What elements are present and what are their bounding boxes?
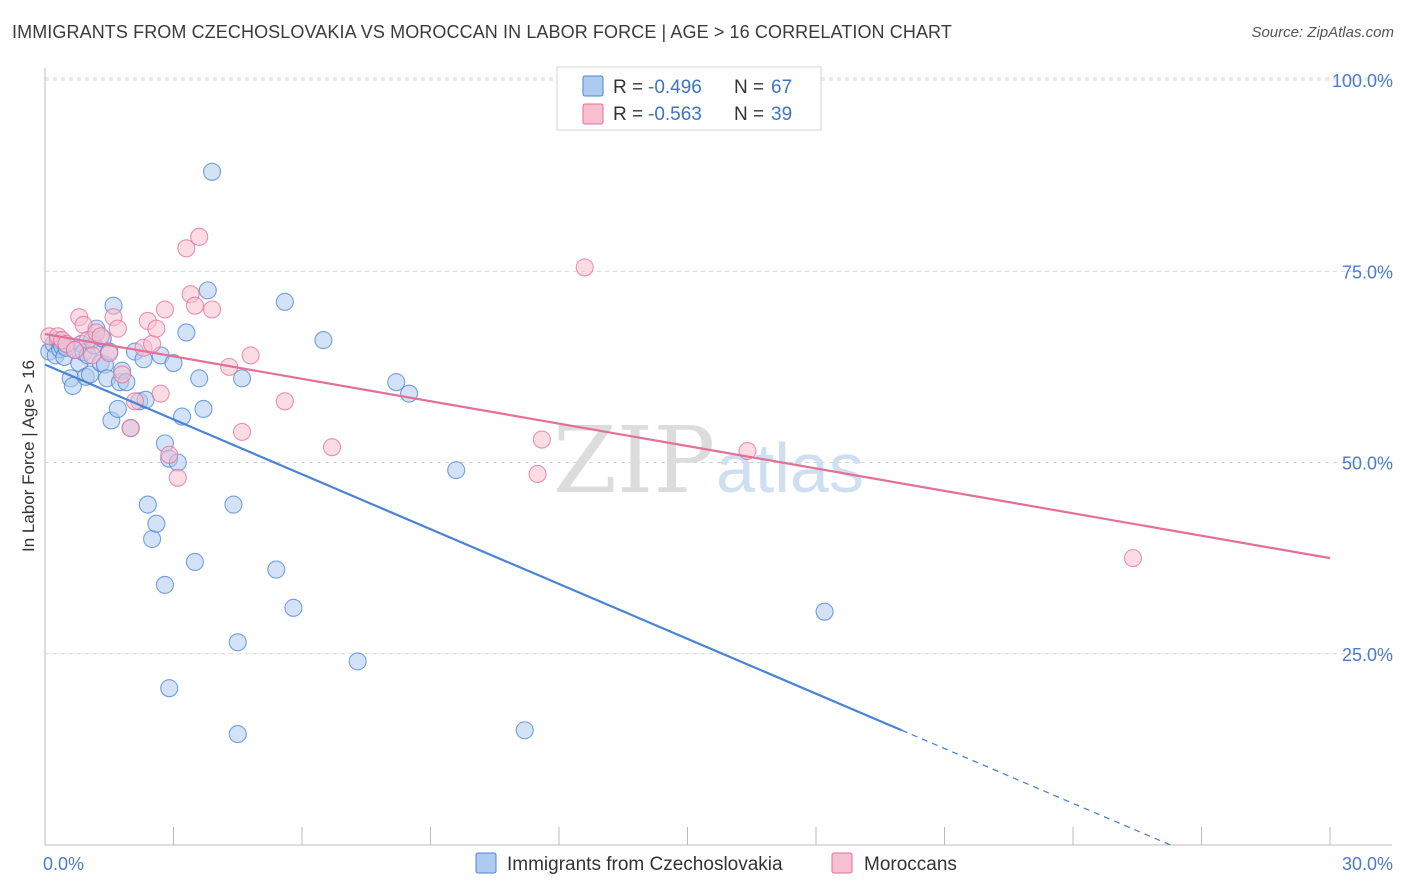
moroccan-point	[232, 422, 252, 441]
trend-lines	[44, 332, 1331, 846]
czech-point	[203, 162, 222, 181]
y-tick-label: 100.0%	[1332, 71, 1393, 91]
moroccan-point	[575, 258, 594, 277]
legend-r-label-czech: R =	[613, 77, 643, 98]
legend-r-label-moroccan: R =	[613, 104, 643, 125]
czech-point	[348, 652, 367, 671]
y-axis-label: In Labor Force | Age > 16	[19, 360, 38, 552]
bottom-legend-swatch-moroccan	[831, 852, 853, 874]
axes	[44, 68, 1392, 846]
moroccan-point	[155, 300, 174, 319]
series-legend: Immigrants from Czechoslovakia Moroccans	[475, 852, 957, 875]
czech-point	[198, 281, 217, 300]
czech-point	[164, 353, 183, 373]
legend-swatch-moroccan	[582, 103, 604, 125]
czech-point	[267, 560, 286, 579]
moroccan-point	[65, 340, 85, 360]
czech-point	[228, 725, 247, 744]
y-tick-label: 75.0%	[1342, 262, 1393, 282]
moroccan-point	[532, 430, 551, 449]
moroccan-point	[190, 227, 209, 246]
czech-point	[185, 552, 204, 572]
bottom-legend-swatch-czech	[475, 852, 497, 874]
moroccan-point	[322, 438, 342, 457]
czech-point	[228, 633, 247, 652]
legend-r-value-czech: -0.496	[648, 77, 702, 98]
czech-point	[284, 598, 303, 617]
czech-point	[314, 331, 333, 350]
czech-point	[194, 399, 213, 419]
data-points	[40, 162, 1143, 744]
moroccan-point	[275, 392, 294, 411]
moroccan-trend-line	[44, 332, 1331, 560]
legend-n-label-moroccan: N =	[734, 104, 764, 125]
czech-point	[160, 679, 179, 698]
moroccan-point	[121, 419, 140, 438]
czech-point	[190, 369, 209, 388]
czech-trend-line	[44, 363, 903, 732]
x-tick-labels: 0.0% 30.0%	[43, 854, 1393, 874]
chart-title: IMMIGRANTS FROM CZECHOSLOVAKIA VS MOROCC…	[12, 22, 952, 42]
moroccan-point	[177, 239, 196, 258]
y-tick-labels: 25.0% 50.0% 75.0% 100.0%	[1332, 71, 1393, 665]
legend-n-value-moroccan: 39	[771, 104, 792, 125]
y-tick-label: 25.0%	[1342, 645, 1393, 665]
czech-point	[177, 323, 196, 342]
czech-point	[143, 529, 162, 549]
x-tick-label-max: 30.0%	[1342, 854, 1393, 874]
czech-point	[515, 721, 534, 740]
gridlines	[45, 77, 1392, 655]
moroccan-point	[147, 319, 166, 338]
x-tick-label-min: 0.0%	[43, 854, 84, 874]
moroccan-point	[203, 300, 222, 319]
czech-point	[155, 575, 174, 594]
legend-n-value-czech: 67	[771, 77, 792, 98]
moroccan-point	[168, 468, 187, 487]
czech-trend-extension	[901, 729, 1171, 846]
watermark-zip: ZIP	[553, 407, 715, 514]
legend-swatch-czech	[582, 75, 604, 97]
moroccan-point	[1123, 549, 1143, 568]
czech-point	[224, 495, 243, 514]
y-tick-label: 50.0%	[1342, 454, 1393, 474]
watermark: ZIP atlas	[553, 407, 864, 514]
czech-point	[815, 602, 834, 621]
czech-point	[275, 292, 294, 311]
czech-point	[147, 514, 166, 533]
moroccan-point	[241, 346, 260, 365]
moroccan-point	[151, 384, 170, 403]
moroccan-point	[108, 319, 127, 338]
moroccan-point	[528, 464, 547, 484]
czech-point	[447, 461, 466, 480]
moroccan-point	[185, 296, 204, 315]
moroccan-point	[83, 346, 102, 365]
legend-n-label-czech: N =	[734, 77, 764, 98]
czech-point	[387, 373, 406, 392]
bottom-legend-label-czech: Immigrants from Czechoslovakia	[507, 854, 783, 875]
watermark-atlas: atlas	[716, 429, 864, 507]
czech-point	[232, 369, 252, 388]
czech-point	[138, 495, 157, 514]
legend-r-value-moroccan: -0.563	[648, 104, 702, 125]
moroccan-point	[143, 334, 162, 353]
bottom-legend-label-moroccan: Moroccans	[864, 854, 957, 875]
czech-point	[108, 399, 127, 419]
source-label: Source: ZipAtlas.com	[1251, 24, 1394, 41]
moroccan-point	[160, 445, 179, 464]
correlation-legend: R = -0.496 N = 67 R = -0.563 N = 39	[556, 66, 822, 131]
moroccan-point	[113, 365, 132, 384]
